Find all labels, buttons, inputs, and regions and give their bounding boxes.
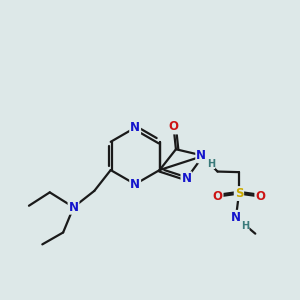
Text: O: O [169,121,178,134]
Text: O: O [255,190,266,203]
Text: N: N [130,121,140,134]
Text: N: N [182,172,191,185]
Text: N: N [198,149,208,162]
Text: N: N [130,178,140,191]
Text: N: N [231,211,241,224]
Text: N: N [68,201,79,214]
Text: H: H [207,158,215,169]
Text: S: S [235,187,243,200]
Text: O: O [213,190,223,203]
Text: N: N [196,149,206,162]
Text: H: H [241,220,249,231]
